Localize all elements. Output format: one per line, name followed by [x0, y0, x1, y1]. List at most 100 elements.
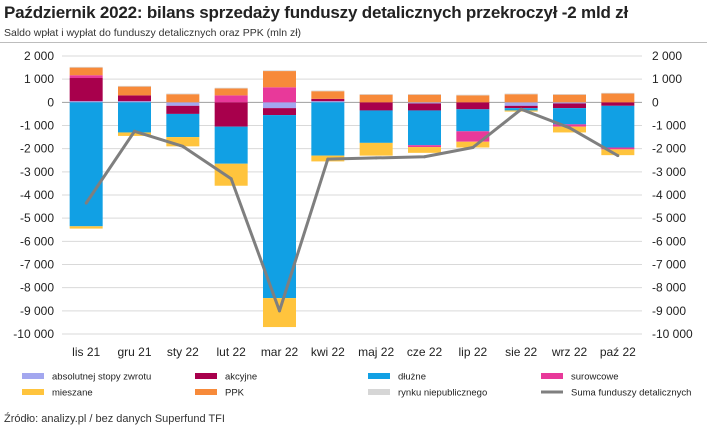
- bar-mieszane: [166, 137, 200, 147]
- y-tick-label-left: -5 000: [20, 211, 54, 225]
- bar-mieszane: [553, 126, 586, 133]
- bar-absolutnej_stopy_zwrotu: [553, 102, 586, 104]
- line-point: [84, 201, 88, 205]
- legend-swatch-akcyjne: [195, 373, 217, 379]
- bar-akcyjne: [553, 103, 586, 109]
- x-tick-label: cze 22: [407, 345, 443, 359]
- bar-ppk: [553, 94, 586, 103]
- bar-mieszane: [408, 147, 441, 153]
- bar-dluzne: [263, 115, 296, 299]
- x-tick-label: maj 22: [358, 345, 394, 359]
- bar-dluzne: [166, 113, 200, 138]
- line-point: [326, 157, 330, 161]
- bar-absolutnej_stopy_zwrotu: [118, 101, 151, 103]
- x-tick-label: mar 22: [261, 345, 299, 359]
- bar-akcyjne: [504, 105, 538, 109]
- y-tick-label-right: -1 000: [652, 119, 686, 133]
- bar-absolutnej_stopy_zwrotu: [504, 102, 538, 106]
- y-tick-label-right: -4 000: [652, 188, 686, 202]
- x-tick-label: sty 22: [167, 345, 199, 359]
- bar-absolutnej_stopy_zwrotu: [311, 101, 345, 103]
- bar-rynku_niepublicznego: [214, 87, 248, 89]
- bar-akcyjne: [601, 102, 635, 106]
- x-tick-label: lut 22: [216, 345, 246, 359]
- bar-absolutnej_stopy_zwrotu: [408, 102, 441, 104]
- x-tick-label: gru 21: [117, 345, 151, 359]
- bar-dluzne: [456, 109, 490, 132]
- y-tick-label-left: -9 000: [20, 304, 54, 318]
- y-tick-label-right: -5 000: [652, 211, 686, 225]
- y-tick-label-right: -7 000: [652, 258, 686, 272]
- y-tick-label-left: -8 000: [20, 281, 54, 295]
- chart-subtitle: Saldo wpłat i wypłat do funduszy detalic…: [4, 27, 302, 39]
- bar-absolutnej_stopy_zwrotu: [263, 102, 296, 109]
- line-point: [181, 144, 185, 148]
- x-tick-label: sie 22: [505, 345, 537, 359]
- bar-ppk: [359, 94, 393, 103]
- legend-label-dluzne: dłużne: [398, 372, 426, 383]
- bar-rynku_niepublicznego: [504, 93, 538, 95]
- y-tick-label-left: -1 000: [20, 119, 54, 133]
- bar-rynku_niepublicznego: [118, 85, 151, 87]
- bar-dluzne: [601, 105, 635, 148]
- bar-rynku_niepublicznego: [553, 93, 586, 95]
- source-note: Źródło: analizy.pl / bez danych Superfun…: [4, 413, 225, 425]
- bar-surowcowe: [214, 95, 248, 103]
- title-divider: [0, 42, 707, 43]
- bar-absolutnej_stopy_zwrotu: [69, 101, 103, 103]
- y-tick-label-left: -2 000: [20, 142, 54, 156]
- x-tick-label: kwi 22: [311, 345, 345, 359]
- y-tick-label-right: 0: [652, 95, 659, 109]
- y-tick-label-right: 1 000: [652, 72, 682, 86]
- bar-ppk: [166, 94, 200, 103]
- legend-swatch-surowcowe: [541, 373, 563, 379]
- bar-surowcowe: [456, 131, 490, 142]
- legend-label-rynku_niepublicznego: rynku niepublicznego: [398, 388, 487, 399]
- bar-dluzne: [408, 110, 441, 146]
- y-axis-right: 2 000 1 000 0 -1 000 -2 000 -3 000 -4 000 -5 00…: [652, 49, 693, 341]
- y-tick-label-right: -10 000: [652, 327, 693, 341]
- bar-dluzne: [553, 108, 586, 125]
- y-tick-label-left: 1 000: [24, 72, 54, 86]
- bar-rynku_niepublicznego: [456, 94, 490, 96]
- y-tick-label-left: -7 000: [20, 258, 54, 272]
- bar-akcyjne: [263, 108, 296, 116]
- bar-surowcowe: [69, 75, 103, 79]
- bar-akcyjne: [408, 103, 441, 111]
- stacked-bar-chart: 2 000 1 000 0 -1 000 -2 000 -3 000 -4 000 -5 00…: [13, 49, 693, 399]
- bar-rynku_niepublicznego: [166, 93, 200, 95]
- bar-rynku_niepublicznego: [69, 66, 103, 68]
- bar-dluzne: [311, 102, 345, 156]
- bar-mieszane: [601, 149, 635, 156]
- bar-ppk: [408, 94, 441, 103]
- legend-swatch-mieszane: [22, 389, 44, 395]
- bar-mieszane: [263, 298, 296, 328]
- bar-surowcowe: [601, 147, 635, 150]
- bar-mieszane: [214, 163, 248, 186]
- bar-rynku_niepublicznego: [263, 70, 296, 72]
- legend-label-mieszane: mieszane: [52, 388, 93, 399]
- bar-ppk: [504, 94, 538, 103]
- chart-title: Październik 2022: bilans sprzedaży fundu…: [4, 3, 628, 22]
- bar-mieszane: [118, 132, 151, 136]
- legend-label-akcyjne: akcyjne: [225, 372, 257, 383]
- y-tick-label-right: -3 000: [652, 165, 686, 179]
- bar-ppk: [118, 86, 151, 96]
- y-tick-label-left: -4 000: [20, 188, 54, 202]
- x-tick-label: wrz 22: [551, 345, 588, 359]
- line-point: [616, 154, 620, 158]
- bar-mieszane: [69, 226, 103, 229]
- line-point: [471, 146, 475, 150]
- y-tick-label-right: -9 000: [652, 304, 686, 318]
- bar-dluzne: [69, 102, 103, 227]
- bar-ppk: [311, 91, 345, 99]
- legend-label-ppk: PPK: [225, 388, 245, 399]
- bar-akcyjne: [166, 105, 200, 114]
- bar-ppk: [456, 95, 490, 103]
- y-tick-label-left: 0: [47, 95, 54, 109]
- legend-label-suma: Suma funduszy detalicznych: [571, 388, 691, 399]
- sum-line: [84, 107, 620, 313]
- y-tick-label-right: -2 000: [652, 142, 686, 156]
- line-point: [374, 156, 378, 160]
- bar-akcyjne: [214, 102, 248, 127]
